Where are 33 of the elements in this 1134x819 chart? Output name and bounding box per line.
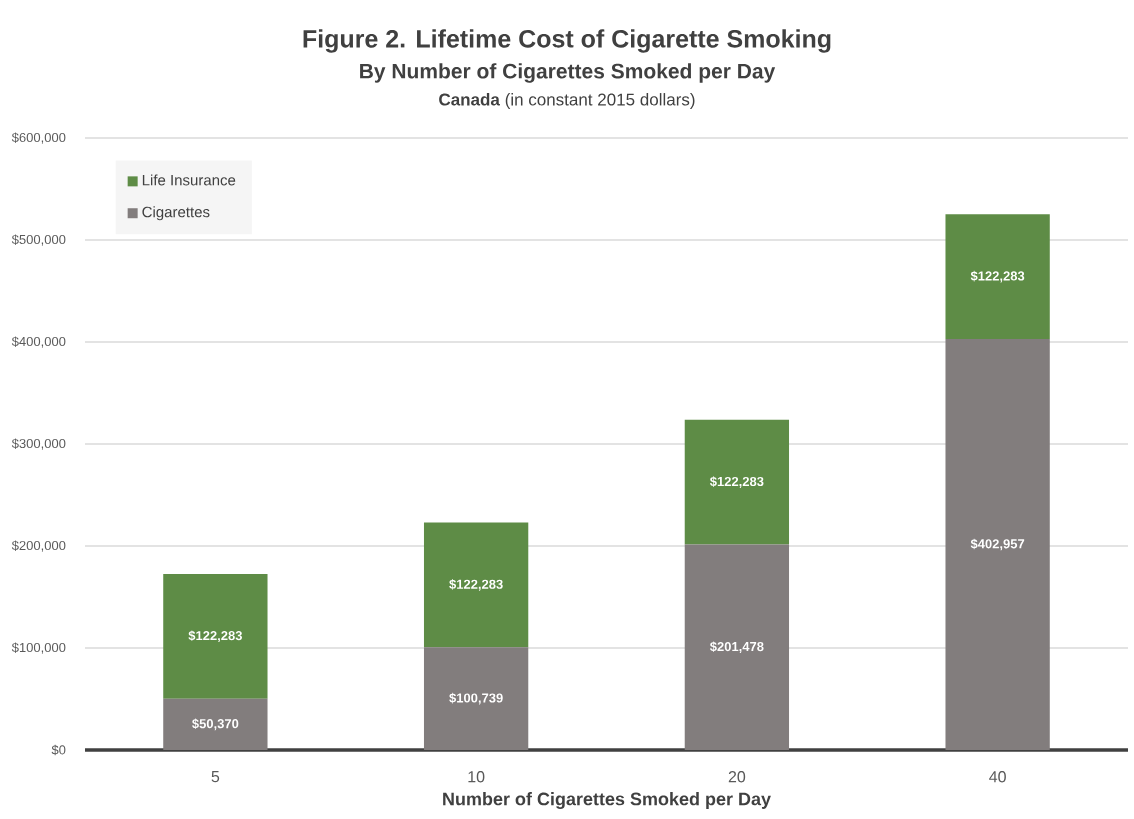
y-tick-label: $300,000: [11, 438, 66, 450]
y-tick-label: $0: [51, 744, 66, 756]
y-tick-label: $200,000: [11, 540, 66, 552]
y-tick-label: $500,000: [11, 234, 66, 246]
chart-title: Figure 2. Lifetime Cost of Cigarette Smoking: [303, 29, 831, 53]
data-label: $201,478: [709, 641, 764, 654]
y-tick-label: $600,000: [11, 132, 66, 144]
bar: [423, 647, 529, 750]
bar: [163, 698, 268, 750]
x-tick-label: 10: [468, 771, 485, 783]
data-label: $122,283: [449, 579, 503, 591]
y-tick-label: $400,000: [11, 336, 66, 348]
x-axis-title: Number of Cigarettes Smoked per Day: [443, 792, 771, 809]
y-tick-label: $100,000: [11, 642, 66, 654]
data-label: $122,283: [709, 476, 764, 488]
legend-label: Cigarettes: [142, 206, 210, 221]
bar: [684, 544, 790, 750]
data-label: $402,957: [970, 538, 1025, 551]
data-label: $50,370: [192, 718, 239, 731]
bar: [163, 573, 268, 699]
x-tick-label: 20: [728, 771, 746, 783]
data-label: $100,739: [449, 692, 503, 705]
text: Canada (in constant 2015 dollars): [439, 93, 695, 109]
chart-subtitle: By Number of Cigarettes Smoked per Day: [360, 63, 776, 83]
data-label: $122,283: [188, 630, 242, 643]
bar: [945, 214, 1050, 339]
legend-label: Life Insurance: [142, 174, 236, 186]
data-label: $122,283: [970, 270, 1025, 283]
bar: [684, 419, 790, 545]
x-tick-label: 5: [211, 771, 220, 783]
bar: [945, 338, 1050, 750]
bar: [423, 522, 529, 648]
x-tick-label: 40: [989, 771, 1006, 783]
